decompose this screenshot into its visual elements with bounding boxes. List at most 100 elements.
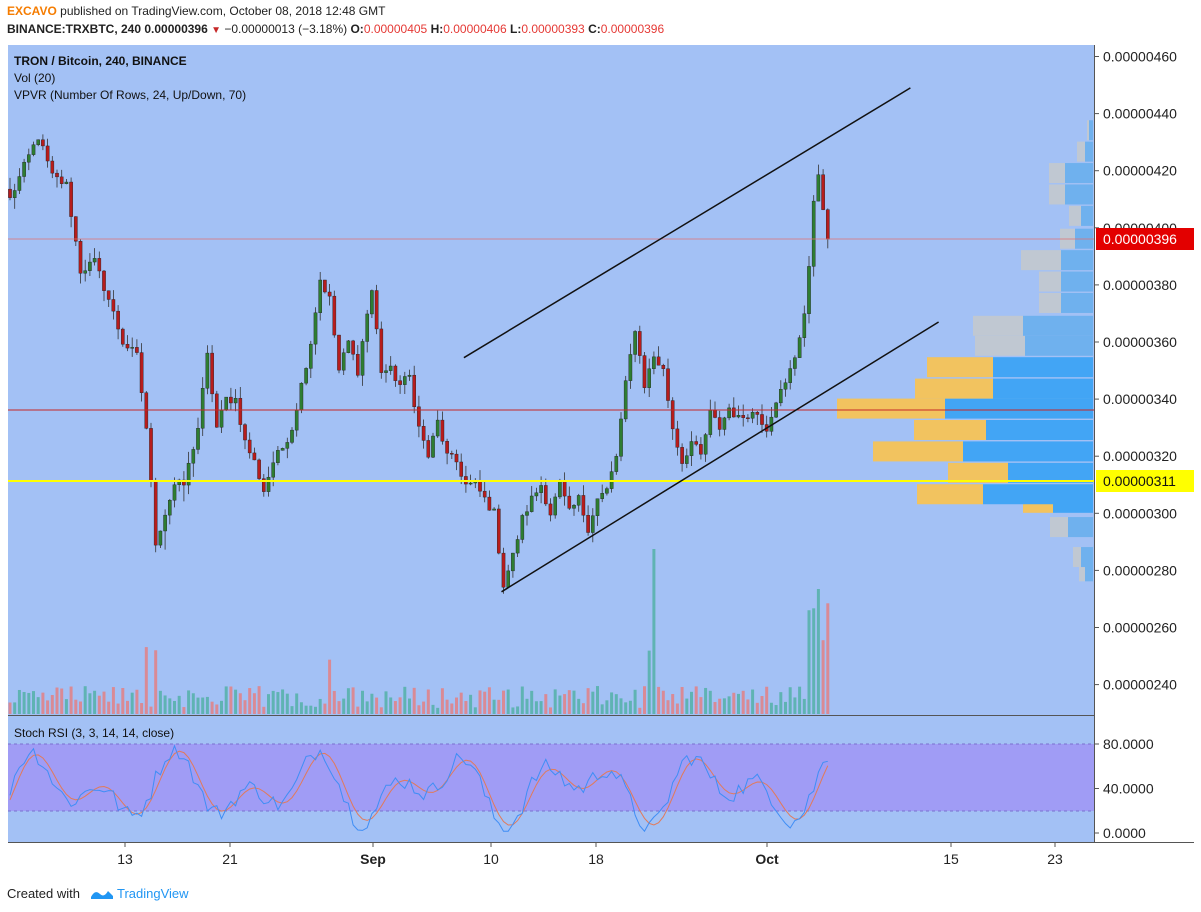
volume-bar: [144, 647, 148, 714]
volume-bar: [32, 691, 35, 714]
candle-body: [125, 344, 130, 349]
candle-body: [257, 459, 261, 479]
volume-bar: [746, 699, 750, 714]
volume-bar: [718, 698, 722, 714]
volume-bar: [135, 689, 139, 714]
candle-body: [158, 530, 163, 546]
volume-bar: [685, 698, 689, 714]
volume-bar: [295, 693, 299, 714]
candle-body: [421, 426, 426, 441]
price-tick-label: 0.00000260: [1103, 620, 1177, 636]
candle-body: [111, 299, 116, 312]
candle-body: [135, 347, 139, 353]
candle-body: [426, 440, 431, 458]
candle-body: [656, 356, 661, 366]
candle-body: [760, 414, 764, 425]
volume-bar: [732, 692, 736, 714]
volume-bar: [257, 686, 261, 714]
price-axis[interactable]: 0.000004600.000004400.000004200.00000400…: [1094, 49, 1177, 693]
volume-bar: [79, 701, 82, 714]
candle-body: [478, 480, 482, 492]
vpvr-up-bar: [993, 378, 1093, 399]
volume-bar: [201, 697, 205, 714]
chart-area[interactable]: 0.000004600.000004400.000004200.00000400…: [0, 0, 1201, 880]
tradingview-brand[interactable]: TradingView: [117, 886, 189, 901]
legend-vpvr: VPVR (Number Of Rows, 24, Up/Down, 70): [14, 88, 246, 102]
volume-bar: [83, 686, 87, 714]
volume-bar: [182, 707, 186, 714]
candle-body: [41, 139, 45, 147]
volume-bar: [342, 698, 346, 714]
volume-bar: [577, 698, 581, 714]
vpvr-down-bar: [1049, 184, 1065, 205]
volume-bar: [605, 700, 609, 714]
last-price-badge-text: 0.00000396: [1103, 231, 1177, 247]
volume-bar: [121, 688, 125, 714]
candle-body: [435, 419, 440, 437]
volume-bar: [440, 688, 444, 714]
candle-body: [323, 279, 327, 293]
vpvr-down-bar: [917, 484, 983, 505]
volume-bar: [487, 687, 491, 714]
volume-bar: [314, 706, 317, 714]
stoch-d-line: [9, 750, 829, 826]
low-label: L:: [509, 22, 522, 36]
candle-body: [285, 442, 290, 449]
candle-body: [529, 495, 534, 512]
volume-bar: [375, 697, 379, 714]
vpvr-down-bar: [915, 378, 993, 399]
vpvr-down-bar: [1039, 271, 1061, 292]
volume-bar: [741, 690, 745, 714]
volume-bar: [102, 691, 106, 714]
candle-body: [623, 380, 628, 420]
vpvr-up-bar: [1008, 462, 1093, 483]
trend-lines[interactable]: [463, 87, 939, 593]
low-value: 0.00000393: [521, 22, 585, 36]
candle-body: [802, 313, 807, 338]
candle-body: [388, 365, 393, 371]
volume-bar: [36, 697, 40, 714]
candle-body: [139, 352, 144, 393]
volume-bar: [553, 689, 557, 714]
candle-body: [497, 508, 501, 554]
trend-line: [463, 87, 911, 359]
high-label: H:: [430, 22, 444, 36]
last-value: 0.00000396: [144, 22, 208, 36]
volume-bar: [755, 702, 759, 714]
price-tick-label: 0.00000360: [1103, 334, 1177, 350]
candle-body: [224, 396, 229, 411]
candle-body: [826, 209, 830, 240]
candle-body: [327, 291, 332, 297]
candle-body: [219, 409, 224, 428]
author-name[interactable]: EXCAVO: [7, 4, 57, 18]
candle-body: [713, 409, 717, 418]
candle-body: [717, 417, 722, 430]
published-text: published on TradingView.com, October 08…: [60, 4, 386, 18]
volume-bar: [793, 697, 797, 714]
volume-bar: [234, 689, 238, 714]
vpvr-up-bar: [1081, 547, 1093, 568]
volume-bar: [704, 687, 708, 714]
candle-body: [403, 376, 407, 385]
volume-bar: [657, 686, 661, 714]
candle-body: [262, 478, 266, 492]
volume-bar: [177, 695, 181, 714]
volume-bar: [22, 691, 26, 714]
candle-body: [661, 365, 666, 369]
volume-bar: [248, 688, 252, 714]
time-axis[interactable]: 13 21 Sep 10 18 Oct 15 23: [117, 842, 1063, 867]
vpvr-down-bar: [873, 441, 963, 462]
publish-line: EXCAVO published on TradingView.com, Oct…: [7, 4, 385, 18]
candle-body: [346, 340, 351, 353]
candle-body: [374, 290, 379, 330]
vpvr-up-bar: [1061, 292, 1093, 313]
volume-bar: [492, 699, 496, 714]
candle-body: [708, 409, 713, 435]
close-value: 0.00000396: [600, 22, 665, 36]
candle-body: [407, 374, 412, 377]
volume-bar: [675, 703, 679, 714]
candle-body: [741, 415, 745, 418]
candle-body: [341, 352, 346, 371]
candle-body: [459, 461, 464, 477]
candle-body: [675, 428, 680, 448]
